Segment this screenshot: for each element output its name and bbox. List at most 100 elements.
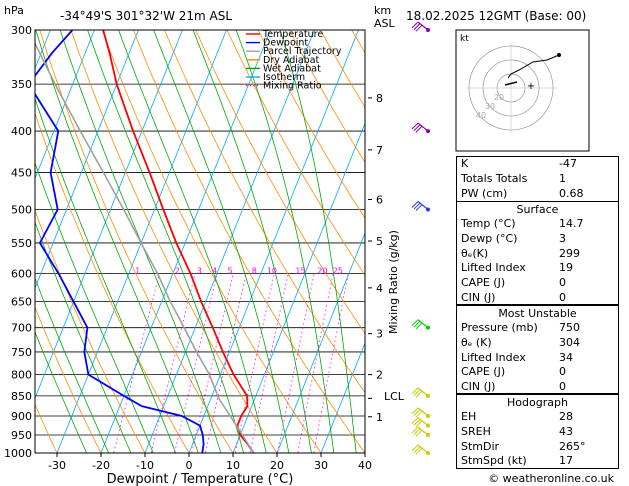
surface-value: 19 — [559, 261, 573, 275]
temperature-tick-label: 30 — [314, 459, 328, 472]
mixing-ratio-labels: 1 2 3 4 5 8 10 15 20 25 — [135, 267, 343, 276]
most-unstable-row: θₑ (K) 304 — [457, 336, 618, 351]
wind-barb-flag — [415, 447, 423, 455]
pressure-tick-label: 950 — [11, 429, 32, 442]
datetime-title: 18.02.2025 12GMT (Base: 00) — [406, 9, 586, 23]
location-title: -34°49'S 301°32'W 21m ASL — [60, 9, 232, 23]
pressure-tick-label: 600 — [11, 268, 32, 281]
mixing-ratio-value-label: 10 — [267, 267, 277, 276]
mixing-ratio-value-label: 20 — [317, 267, 327, 276]
hodograph-stat-row: StmSpd (kt) 17 — [457, 454, 618, 469]
dry-adiabat-line — [132, 30, 365, 453]
wind-barb-flag — [415, 390, 423, 398]
wind-barb-flag — [411, 426, 419, 434]
hodograph-stat-row: StmDir 265° — [457, 440, 618, 455]
index-value: 1 — [559, 171, 566, 185]
hodograph-stat-label: EH — [461, 410, 477, 423]
hodograph-stats-panel: Hodograph EH 28 SREH 43 StmDir 265° StmSpd (kt… — [456, 394, 619, 469]
height-tick-label: 1 — [376, 411, 383, 424]
most-unstable-label: Lifted Index — [461, 350, 526, 364]
wet-adiabat-line — [35, 277, 110, 453]
footer-credit: © weatheronline.co.uk — [488, 472, 614, 485]
pressure-tick-label: 350 — [11, 78, 32, 91]
indices-panel: K -47 Totals Totals 1 PW (cm) 0.68 — [456, 156, 619, 203]
most-unstable-title: Most Unstable — [498, 307, 577, 320]
pressure-tick-label: 300 — [11, 24, 32, 37]
hodograph-trace — [507, 54, 560, 79]
mixing-ratio-line — [297, 273, 334, 453]
hodograph-stat-row: SREH 43 — [457, 425, 618, 440]
surface-panel: Surface Temp (°C) 14.7 Dewp (°C) 3 θₑ(K) 299 L… — [456, 201, 619, 305]
pressure-tick-label: 850 — [11, 390, 32, 403]
wet-adiabat-line — [118, 30, 267, 453]
surface-value: 3 — [559, 231, 566, 245]
height-tick-label: 6 — [376, 193, 383, 206]
temperature-tick-label: 10 — [226, 459, 240, 472]
wind-barb-flag — [413, 389, 421, 396]
plot-frame — [34, 29, 366, 454]
temperature-tick-label: 40 — [358, 459, 372, 472]
hodograph-ring-label: 30 — [485, 102, 495, 111]
wind-barb-flag — [411, 444, 419, 452]
wind-barb-flag — [415, 125, 423, 133]
mixing-ratio-value-label: 15 — [295, 267, 305, 276]
height-tick-label: 8 — [376, 92, 383, 105]
most-unstable-value: 0 — [559, 380, 566, 394]
pressure-tick-label: 700 — [11, 322, 32, 335]
lcl-label: LCL — [384, 390, 405, 403]
wind-barb-flag — [411, 201, 419, 208]
most-unstable-row: CIN (J) 0 — [457, 380, 618, 395]
pressure-tick-label: 1000 — [4, 447, 32, 460]
pressure-tick-label: 800 — [11, 369, 32, 382]
wind-barb-flag — [413, 418, 421, 426]
hodograph-stat-value: 28 — [559, 410, 573, 423]
dry-adiabat-line — [257, 30, 365, 220]
wind-barb-flag — [411, 122, 419, 130]
most-unstable-value: 750 — [559, 321, 580, 334]
index-label: Totals Totals — [461, 171, 528, 185]
hodograph-stat-label: SREH — [461, 424, 491, 438]
hodograph-stat-value: 265° — [559, 439, 586, 453]
isotherm-line — [56, 30, 227, 453]
hodograph-storm-marker: + — [527, 81, 535, 92]
hodograph-ring-label: 40 — [476, 111, 486, 120]
mixing-ratio-line — [249, 273, 289, 453]
dry-adiabat-line — [164, 30, 365, 394]
surface-value: 0 — [559, 276, 566, 290]
wind-barb-staff — [417, 21, 429, 31]
sounding-lines — [35, 30, 255, 453]
index-row: PW (cm) 0.68 — [457, 187, 618, 202]
height-tick-label: 7 — [376, 144, 383, 157]
wet-adiabat-line — [192, 30, 312, 453]
index-row: K -47 — [457, 157, 618, 172]
isotherm-line — [35, 30, 95, 180]
mixing-ratio-value-label: 4 — [212, 267, 217, 276]
temperature-tick-label: 0 — [186, 459, 193, 472]
mixing-ratio-line — [234, 273, 275, 453]
wind-barb-flag — [415, 429, 423, 437]
wind-barb-flag — [415, 410, 423, 418]
wet-adiabat-line — [153, 30, 290, 453]
wind-barb-flag — [411, 417, 419, 424]
mixing-ratio-value-label: 1 — [135, 267, 140, 276]
wind-barb-flag — [411, 21, 419, 29]
km-label: km — [374, 4, 391, 17]
index-label: K — [461, 157, 469, 170]
height-tick-label: 2 — [376, 369, 383, 382]
surface-label: CIN (J) — [461, 290, 496, 304]
surface-row: Dewp (°C) 3 — [457, 232, 618, 247]
legend-item-label: Parcel Trajectory — [263, 46, 342, 57]
hodograph-unit: kt — [460, 34, 469, 44]
most-unstable-row: CAPE (J) 0 — [457, 365, 618, 380]
wind-barb-flag — [411, 407, 419, 415]
mixing-ratio-line — [191, 273, 234, 453]
wind-barb-flag — [415, 204, 423, 212]
dewpoint-line — [35, 30, 205, 453]
legend-item-label: Temperature — [262, 29, 323, 40]
wind-barb-flag — [415, 322, 423, 330]
index-label: PW (cm) — [461, 186, 508, 200]
index-value: 0.68 — [559, 186, 584, 200]
most-unstable-row: Pressure (mb) 750 — [457, 321, 618, 336]
